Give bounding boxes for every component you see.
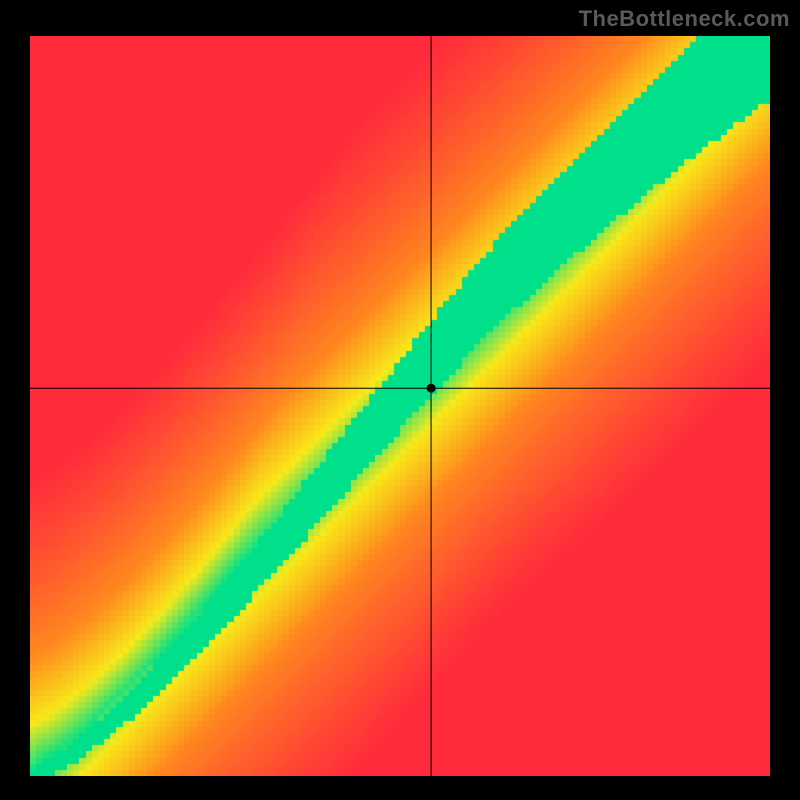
bottleneck-heatmap [30, 36, 770, 776]
watermark-text: TheBottleneck.com [579, 6, 790, 32]
